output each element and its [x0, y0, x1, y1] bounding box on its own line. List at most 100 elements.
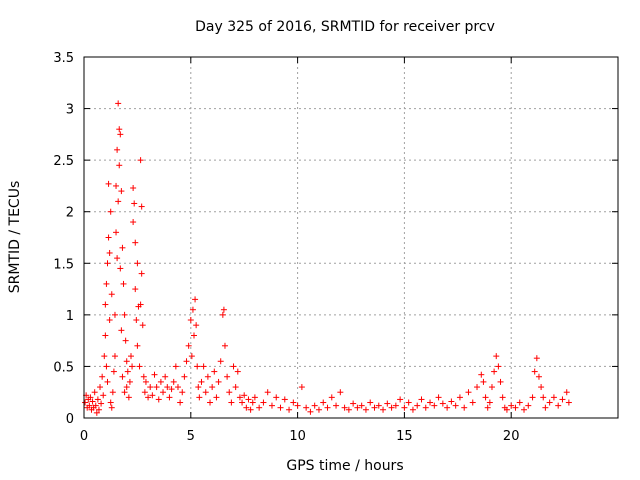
data-point [245, 396, 252, 403]
data-point [264, 389, 271, 396]
data-point [495, 363, 502, 370]
data-point [102, 301, 109, 308]
data-point [114, 255, 121, 262]
data-point [127, 353, 134, 360]
data-point [298, 384, 305, 391]
data-point [89, 398, 96, 405]
data-point [414, 402, 421, 409]
data-point [465, 389, 472, 396]
data-point [480, 378, 487, 385]
data-point [431, 402, 438, 409]
data-point [181, 373, 188, 380]
data-point [228, 399, 235, 406]
data-point [497, 378, 504, 385]
data-point [119, 373, 126, 380]
data-point [220, 306, 227, 313]
data-point [123, 358, 130, 365]
data-point [286, 406, 293, 413]
data-point [535, 373, 542, 380]
data-point [217, 358, 224, 365]
data-point [132, 286, 139, 293]
data-point [200, 363, 207, 370]
data-point [157, 378, 164, 385]
data-point [456, 394, 463, 401]
data-point [328, 394, 335, 401]
data-point [118, 188, 125, 195]
data-point [311, 402, 318, 409]
data-point [187, 317, 194, 324]
chart-title: Day 325 of 2016, SRMTID for receiver prc… [195, 19, 495, 35]
data-point [239, 399, 246, 406]
data-point [97, 384, 104, 391]
data-point [179, 389, 186, 396]
x-tick-label: 15 [396, 429, 413, 444]
data-point [533, 355, 540, 362]
data-point [478, 371, 485, 378]
data-point [104, 378, 111, 385]
x-axis-label: GPS time / hours [286, 458, 403, 474]
data-point [375, 402, 382, 409]
data-point [384, 400, 391, 407]
data-point [362, 406, 369, 413]
data-point [86, 402, 93, 409]
data-point [207, 399, 214, 406]
data-point [164, 384, 171, 391]
data-point [140, 373, 147, 380]
data-point [113, 229, 120, 236]
data-point [367, 399, 374, 406]
data-point [439, 400, 446, 407]
x-tick-label: 0 [80, 429, 88, 444]
data-point [142, 378, 149, 385]
data-point [107, 208, 114, 215]
data-point [529, 394, 536, 401]
data-point [213, 394, 220, 401]
data-point [550, 394, 557, 401]
data-point [422, 404, 429, 411]
data-point [491, 368, 498, 375]
data-point [488, 384, 495, 391]
data-point [108, 291, 115, 298]
data-point [251, 394, 258, 401]
data-point [153, 384, 160, 391]
data-point [185, 342, 192, 349]
data-point [516, 399, 523, 406]
data-point [111, 311, 118, 318]
x-tick-label: 5 [187, 429, 195, 444]
data-point [102, 332, 109, 339]
y-tick-label: 1 [66, 309, 74, 324]
data-point [134, 260, 141, 267]
data-point [120, 280, 127, 287]
data-point [224, 373, 231, 380]
data-point [209, 384, 216, 391]
data-point [129, 363, 136, 370]
data-point [448, 398, 455, 405]
data-point [525, 402, 532, 409]
data-point [133, 317, 140, 324]
data-point [503, 406, 510, 413]
data-point [401, 404, 408, 411]
data-point [110, 368, 117, 375]
data-point [380, 406, 387, 413]
data-point [198, 378, 205, 385]
data-point [188, 353, 195, 360]
data-point [124, 368, 131, 375]
data-point [170, 378, 177, 385]
data-point [427, 399, 434, 406]
data-point [555, 402, 562, 409]
data-point [116, 126, 123, 133]
data-point [131, 200, 138, 207]
data-point [121, 389, 128, 396]
data-point [151, 371, 158, 378]
data-point [540, 394, 547, 401]
data-point [241, 392, 248, 399]
data-point [99, 373, 106, 380]
data-point [418, 396, 425, 403]
data-point [273, 394, 280, 401]
data-point [452, 402, 459, 409]
data-point [115, 198, 122, 205]
data-point [508, 402, 515, 409]
data-point [122, 337, 129, 344]
data-point [92, 402, 99, 409]
data-point [115, 100, 122, 107]
data-point [397, 396, 404, 403]
